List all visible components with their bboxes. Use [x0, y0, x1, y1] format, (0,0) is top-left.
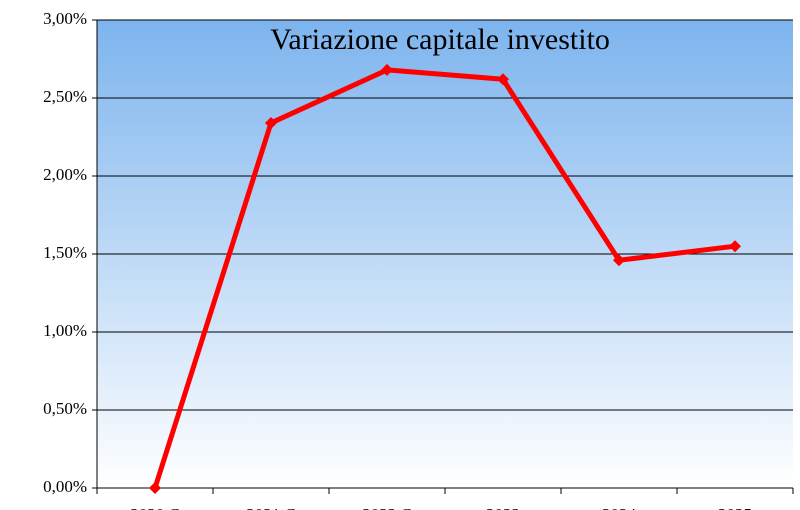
y-tick-label: 2,50%: [43, 87, 87, 106]
marker: [729, 240, 741, 253]
x-tick-label: 2024: [602, 505, 637, 510]
marker: [381, 63, 393, 76]
marker: [497, 73, 509, 86]
y-tick-label: 0,50%: [43, 399, 87, 418]
y-tick-label: 1,00%: [43, 321, 87, 340]
x-tick-label: 2025: [718, 505, 752, 510]
x-tick-label: 2020 C: [130, 505, 180, 510]
x-tick-label: 2023: [486, 505, 520, 510]
y-tick-label: 3,00%: [43, 9, 87, 28]
x-tick-label: 2022 C: [362, 505, 412, 510]
marker: [613, 254, 625, 267]
marker: [149, 482, 161, 494]
line: [152, 67, 736, 489]
y-tick-label: 1,50%: [43, 243, 87, 262]
x-tick-label: 2021 C: [246, 505, 296, 510]
y-tick-label: 0,00%: [43, 477, 87, 496]
y-tick-label: 2,00%: [43, 165, 87, 184]
marker: [265, 116, 277, 129]
chart-title: Variazione capitale investito: [270, 23, 610, 56]
